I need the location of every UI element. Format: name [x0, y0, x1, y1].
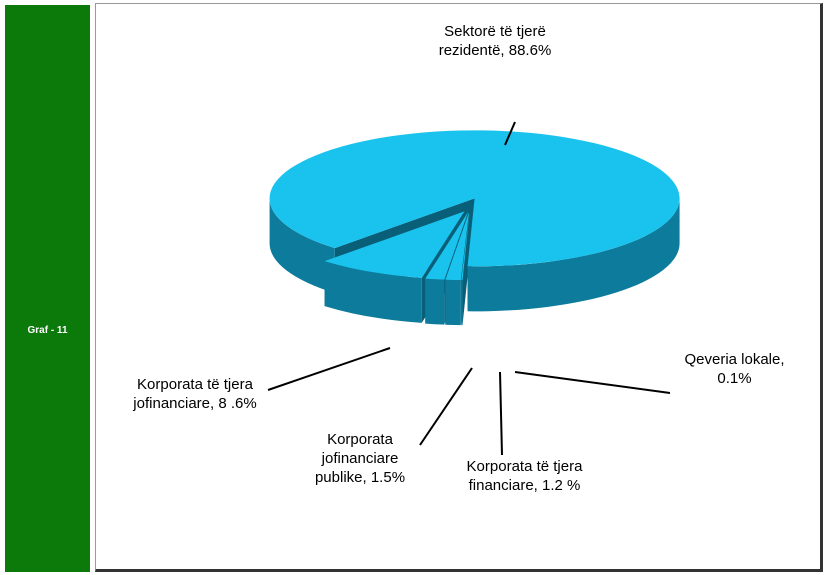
leader-line: [504, 121, 516, 146]
slice-side: [425, 278, 445, 325]
slice-label: Sektorë të tjerë rezidentë, 88.6%: [438, 23, 552, 59]
pie: [269, 130, 680, 326]
slice: [461, 212, 470, 281]
leader-line: [419, 367, 473, 446]
slice-side: [445, 279, 461, 326]
leader-line: [267, 347, 391, 391]
slice-label: Qeveria lokale, 0.1%: [684, 351, 785, 387]
slice-label: Korporata të tjera financiare, 1.2 %: [466, 458, 583, 494]
slice-side: [467, 198, 680, 312]
tops: [269, 130, 680, 281]
slice: [324, 211, 465, 278]
leader-line: [499, 371, 503, 456]
slice: [269, 130, 680, 267]
leader-line: [514, 371, 671, 394]
slice: [425, 212, 469, 280]
sides: [269, 198, 680, 326]
slice-side: [269, 198, 335, 294]
slice: [445, 212, 470, 281]
slice-side: [324, 261, 422, 323]
slice-label: Korporata të tjera jofinanciare, 8 .6%: [133, 376, 257, 412]
slice-side: [461, 280, 463, 326]
chart-frame: [95, 3, 823, 572]
leader-lines: [267, 121, 671, 456]
slice-label: Korporata jofinanciare publike, 1.5%: [314, 431, 406, 486]
sidebar-label: Graf - 11: [27, 325, 68, 336]
sidebar: Graf - 11: [5, 5, 90, 572]
